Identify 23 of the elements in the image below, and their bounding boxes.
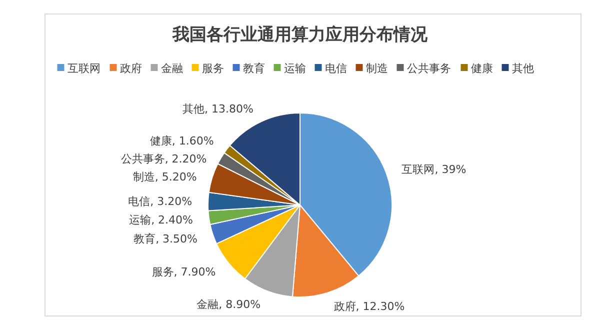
- data-label: 政府, 12.30%: [334, 300, 405, 313]
- data-label: 电信, 3.20%: [128, 194, 192, 208]
- data-label: 制造, 5.20%: [132, 170, 197, 184]
- data-label: 金融, 8.90%: [196, 298, 261, 312]
- legend-label: 政府: [120, 62, 142, 75]
- legend-label: 电信: [324, 62, 347, 75]
- data-label: 教育, 3.50%: [134, 232, 198, 246]
- legend-label: 其他: [512, 62, 534, 75]
- legend-label: 金融: [160, 62, 183, 75]
- data-label: 公共事务, 2.20%: [120, 152, 207, 166]
- legend-label: 教育: [242, 62, 265, 75]
- data-label: 服务, 7.90%: [152, 266, 216, 279]
- legend-label: 制造: [366, 62, 388, 75]
- legend-label: 运输: [284, 62, 306, 75]
- legend-label: 服务: [202, 62, 224, 75]
- data-label: 运输, 2.40%: [129, 213, 194, 226]
- data-label: 健康, 1.60%: [150, 134, 214, 148]
- legend-label: 健康: [470, 62, 493, 75]
- data-label: 互联网, 39%: [402, 162, 466, 176]
- legend-label: 公共事务: [406, 62, 451, 75]
- legend-label: 互联网: [67, 62, 100, 75]
- data-label: 其他, 13.80%: [182, 102, 254, 116]
- chart-title: 我国各行业通用算力应用分布情况: [172, 25, 428, 45]
